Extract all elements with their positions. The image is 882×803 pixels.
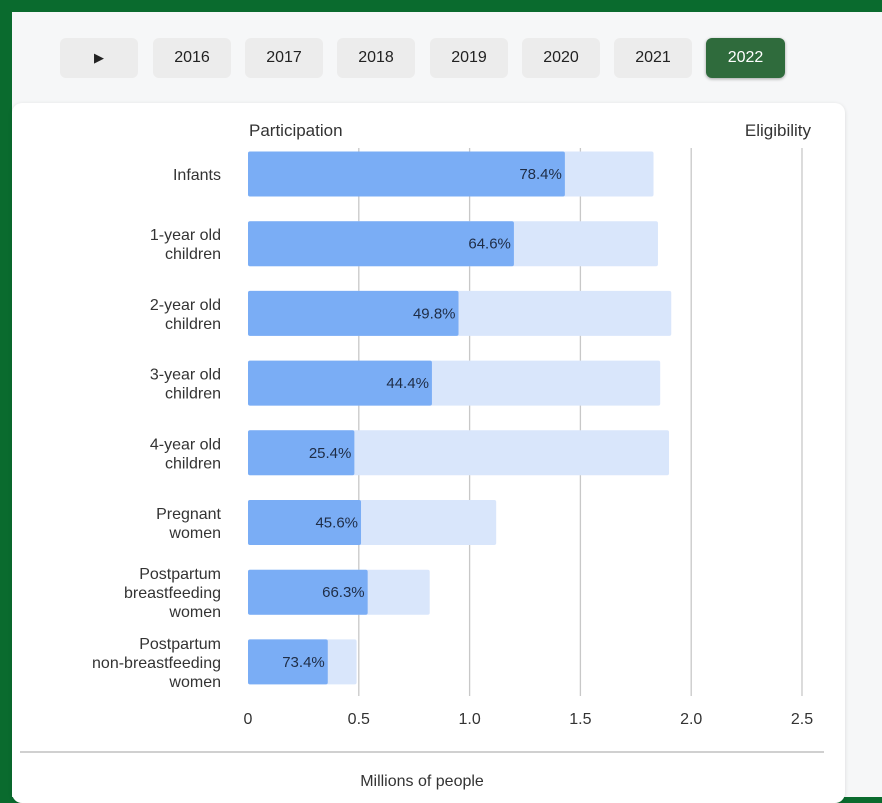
x-tick-label: 2.5 xyxy=(791,711,813,728)
participation-bar xyxy=(248,290,459,336)
category-label-line: 1-year old xyxy=(150,227,221,244)
year-toolbar: ▶ 2016 2017 2018 2019 2020 2021 2022 xyxy=(12,12,882,102)
play-icon: ▶ xyxy=(94,50,104,65)
category-label-line: children xyxy=(165,386,221,403)
participation-bar xyxy=(248,151,565,197)
category-label-line: women xyxy=(168,674,221,691)
x-tick-label: 1.5 xyxy=(569,711,591,728)
category-label-line: children xyxy=(165,455,221,472)
category-label-line: children xyxy=(165,246,221,263)
year-button-2020[interactable]: 2020 xyxy=(522,38,600,78)
category-label-line: non-breastfeeding xyxy=(92,655,221,672)
category-label-line: Infants xyxy=(173,167,221,184)
data-label: 66.3% xyxy=(322,584,365,601)
x-tick-label: 0 xyxy=(244,711,253,728)
category-label-line: women xyxy=(168,604,221,621)
category-label: Pregnant women xyxy=(156,506,221,542)
data-label: 64.6% xyxy=(468,236,511,253)
category-label-line: women xyxy=(168,525,221,542)
year-button-2019[interactable]: 2019 xyxy=(430,38,508,78)
eligibility-header: Eligibility xyxy=(745,121,812,140)
x-tick-label: 0.5 xyxy=(348,711,370,728)
category-label-line: Postpartum xyxy=(139,566,221,583)
participation-bar xyxy=(248,569,368,615)
app-frame: ▶ 2016 2017 2018 2019 2020 2021 2022 Par… xyxy=(12,12,882,803)
data-label: 78.4% xyxy=(519,166,562,183)
year-button-2017[interactable]: 2017 xyxy=(245,38,323,78)
category-label: 2-year old children xyxy=(150,297,221,333)
participation-bar xyxy=(248,639,328,685)
category-label-line: Pregnant xyxy=(156,506,221,523)
category-label: 3-year old children xyxy=(150,367,221,403)
participation-bar xyxy=(248,221,514,267)
play-button[interactable]: ▶ xyxy=(60,38,138,78)
category-label: Postpartum breastfeeding women xyxy=(124,566,221,621)
data-label: 25.4% xyxy=(309,445,352,462)
data-label: 49.8% xyxy=(413,305,456,322)
bar-chart: Participation Eligibility 78.4% Infants 64.6… xyxy=(20,121,824,790)
category-label-line: breastfeeding xyxy=(124,585,221,602)
category-label-line: children xyxy=(165,316,221,333)
category-label: 4-year old children xyxy=(150,436,221,472)
x-tick-label: 2.0 xyxy=(680,711,702,728)
year-button-2021[interactable]: 2021 xyxy=(614,38,692,78)
year-button-2016[interactable]: 2016 xyxy=(153,38,231,78)
category-label-line: 3-year old xyxy=(150,367,221,384)
data-label: 45.6% xyxy=(315,515,358,532)
participation-bar xyxy=(248,360,432,406)
participation-bar xyxy=(248,430,355,476)
participation-bar xyxy=(248,500,362,545)
data-label: 73.4% xyxy=(282,654,325,671)
data-label: 44.4% xyxy=(386,375,429,392)
x-axis-title: Millions of people xyxy=(360,773,484,790)
category-label: 1-year old children xyxy=(150,227,221,263)
year-button-2018[interactable]: 2018 xyxy=(337,38,415,78)
year-button-2022[interactable]: 2022 xyxy=(706,38,785,78)
category-label-line: 4-year old xyxy=(150,436,221,453)
participation-header: Participation xyxy=(249,121,343,140)
category-label: Postpartum non-breastfeeding women xyxy=(92,636,221,691)
category-label-line: Postpartum xyxy=(139,636,221,653)
category-label-line: 2-year old xyxy=(150,297,221,314)
x-tick-label: 1.0 xyxy=(458,711,480,728)
category-label: Infants xyxy=(173,167,221,184)
